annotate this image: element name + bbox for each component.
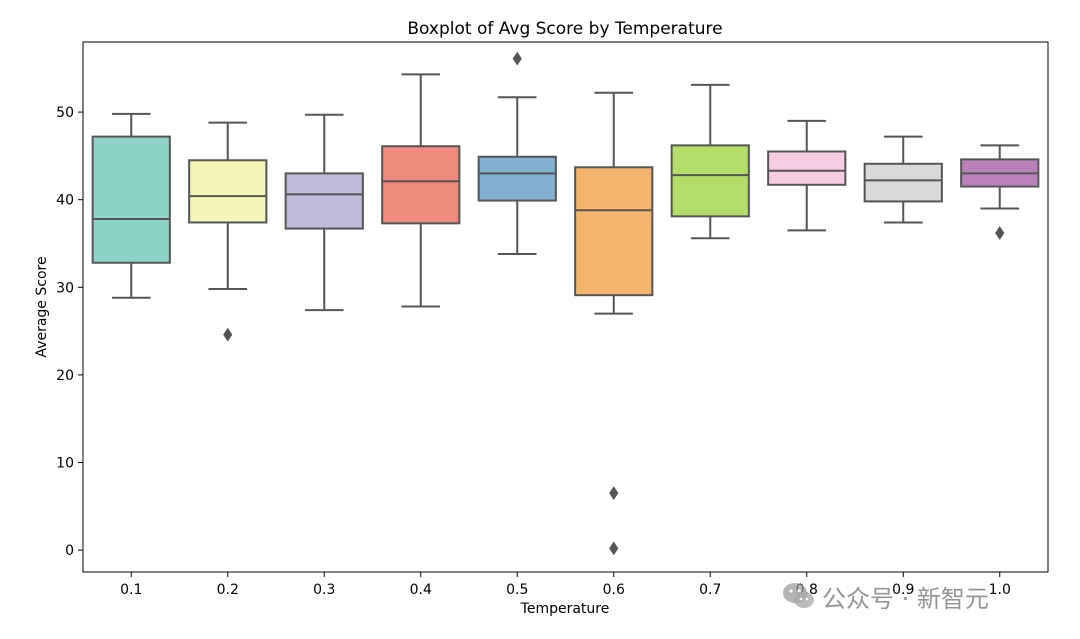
y-axis-label: Average Score [34, 256, 50, 357]
iqr-box [477, 155, 557, 202]
iqr-box [284, 172, 364, 230]
outlier-point [995, 226, 1005, 240]
x-tick-label: 1.0 [989, 582, 1011, 598]
outlier-point [609, 486, 619, 501]
box-0.8 [767, 119, 847, 232]
x-tick-label: 0.4 [410, 582, 432, 598]
box-0.9 [863, 135, 943, 224]
box-1.0 [960, 144, 1040, 240]
watermark: 公众号 · 新智元 [780, 576, 989, 616]
y-tick-label: 10 [56, 455, 74, 471]
outlier-point [512, 51, 522, 66]
boxes-group [91, 51, 1040, 556]
y-tick-label: 50 [56, 105, 74, 121]
iqr-box [91, 135, 171, 264]
iqr-box [863, 162, 943, 203]
watermark-text: 公众号 · 新智元 [822, 584, 989, 613]
x-tick-label: 0.9 [892, 582, 914, 598]
box-0.5 [477, 51, 557, 255]
x-tick-label: 0.2 [217, 582, 239, 598]
iqr-box [381, 145, 461, 225]
y-tick-label: 30 [56, 280, 74, 296]
plot-area-frame [82, 41, 1049, 573]
iqr-box [670, 144, 750, 218]
x-tick-label: 0.6 [603, 582, 625, 598]
x-axis-label: Temperature [520, 601, 610, 617]
box-0.3 [284, 113, 364, 312]
box-0.2 [188, 121, 268, 342]
x-tick-label: 0.1 [120, 582, 142, 598]
chart-title: Boxplot of Avg Score by Temperature [407, 19, 722, 39]
x-tick-label: 0.3 [313, 582, 335, 598]
wechat-icon [783, 583, 814, 608]
y-tick-label: 0 [65, 543, 74, 559]
box-0.7 [670, 83, 750, 240]
iqr-box [188, 159, 268, 224]
x-tick-label: 0.7 [699, 582, 721, 598]
box-0.6 [574, 91, 654, 556]
outlier-point [223, 327, 233, 342]
box-0.1 [91, 112, 171, 299]
outlier-point [609, 541, 619, 556]
iqr-box [574, 166, 654, 297]
x-tick-label: 0.5 [506, 582, 528, 598]
y-axis: 0 10 20 30 40 50 [56, 105, 83, 559]
iqr-box [767, 150, 847, 186]
y-tick-label: 20 [56, 368, 74, 384]
y-tick-label: 40 [56, 193, 74, 209]
box-0.4 [381, 73, 461, 308]
x-axis: 0.1 0.2 0.3 0.4 0.5 0.6 0.7 0.8 0.9 1.0 [120, 572, 1011, 598]
